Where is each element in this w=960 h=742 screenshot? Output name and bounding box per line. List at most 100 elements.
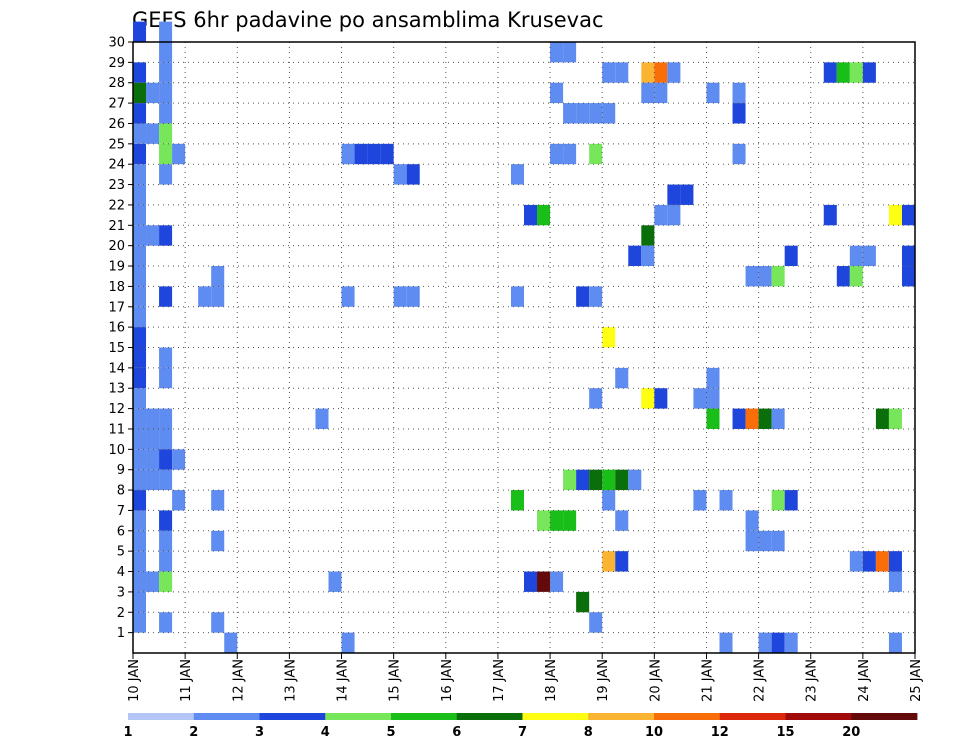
colorbar-label: 3	[255, 725, 264, 740]
colorbar-swatch	[851, 713, 918, 720]
x-tick-label: 12 JAN	[231, 659, 246, 702]
heatmap-cell	[758, 530, 772, 552]
x-axis: 10 JAN 11 JAN 12 JAN 13 JAN 14 JAN 15 JAN 16 J…	[127, 653, 924, 702]
heatmap-cell	[159, 612, 173, 633]
heatmap-cell	[693, 490, 707, 511]
heatmap-cell	[133, 469, 147, 491]
heatmap-cell	[133, 367, 147, 389]
heatmap-cell	[159, 123, 173, 144]
heatmap-cell	[159, 449, 173, 470]
y-tick-label: 7	[117, 504, 125, 519]
y-tick-label: 20	[108, 239, 125, 254]
heatmap-cell	[328, 571, 342, 592]
heatmap-cell	[654, 62, 668, 83]
heatmap-cell	[133, 612, 147, 633]
heatmap-cell	[133, 225, 147, 246]
heatmap-cell	[784, 632, 798, 653]
heatmap-cell	[836, 266, 850, 287]
heatmap-cell	[888, 571, 902, 592]
heatmap-cell	[901, 266, 915, 287]
y-tick-label: 25	[108, 137, 125, 152]
y-tick-label: 22	[108, 198, 125, 213]
colorbar-label: 8	[584, 725, 593, 740]
heatmap-cell	[836, 62, 850, 83]
heatmap-cell	[146, 123, 160, 144]
heatmap-cell	[784, 490, 798, 511]
heatmap-cell	[732, 103, 746, 124]
heatmap-cell	[667, 204, 681, 226]
heatmap-cell	[706, 82, 720, 104]
heatmap-cell	[888, 408, 902, 429]
heatmap-cell	[849, 266, 863, 287]
heatmap-cell	[133, 327, 147, 348]
heatmap-cell	[224, 632, 238, 653]
heatmap-cell	[133, 449, 147, 470]
y-tick-label: 11	[108, 422, 125, 437]
heatmap-cell	[133, 245, 147, 267]
heatmap-cell	[576, 286, 590, 307]
heatmap-cell	[901, 245, 915, 267]
y-tick-label: 16	[108, 321, 125, 336]
heatmap-cell	[354, 143, 368, 165]
heatmap-cell	[771, 490, 785, 511]
y-tick-label: 27	[108, 97, 125, 112]
colorbar-swatch	[128, 713, 195, 720]
heatmap-cell	[875, 551, 889, 572]
heatmap-cell	[563, 510, 577, 531]
x-tick-label: 17 JAN	[492, 659, 507, 702]
heatmap-cell	[537, 571, 551, 592]
heatmap-cell	[133, 103, 147, 124]
heatmap-cell	[159, 21, 173, 42]
heatmap-cell	[537, 510, 551, 531]
y-tick-label: 17	[108, 300, 125, 315]
y-tick-label: 2	[117, 606, 125, 621]
heatmap-cell	[159, 103, 173, 124]
heatmap-cell	[393, 164, 407, 185]
heatmap-cell	[159, 225, 173, 246]
colorbar-label: 7	[518, 725, 527, 740]
heatmap-cell	[133, 82, 147, 104]
heatmap-cell	[576, 591, 590, 613]
y-tick-label: 24	[108, 158, 125, 173]
heatmap-cell	[341, 286, 355, 307]
heatmap-cell	[563, 143, 577, 165]
y-tick-label: 21	[108, 219, 125, 234]
heatmap-cell	[641, 62, 655, 83]
heatmap-cell	[602, 490, 616, 511]
colorbar-label: 15	[776, 725, 794, 740]
y-tick-label: 18	[108, 280, 125, 295]
heatmap-cell	[133, 184, 147, 205]
x-tick-label: 19 JAN	[596, 659, 611, 702]
heatmap-cell	[159, 551, 173, 572]
heatmap-cell	[563, 42, 577, 63]
heatmap-cell	[133, 21, 147, 42]
heatmap-cell	[341, 143, 355, 165]
colorbar-swatch	[193, 713, 260, 720]
y-tick-label: 3	[117, 585, 125, 600]
y-tick-label: 1	[117, 626, 125, 641]
heatmap-cell	[589, 143, 603, 165]
heatmap-cell	[537, 204, 551, 226]
chart-title: GEFS 6hr padavine po ansamblima Krusevac	[132, 8, 604, 32]
heatmap-cell	[159, 469, 173, 491]
y-tick-label: 23	[108, 178, 125, 193]
heatmap-cell	[146, 571, 160, 592]
heatmap-cell	[823, 62, 837, 83]
heatmap-cell	[146, 225, 160, 246]
heatmap-cell	[211, 266, 225, 287]
heatmap-cell	[211, 490, 225, 511]
heatmap-cell	[406, 286, 420, 307]
heatmap-cell	[862, 62, 876, 83]
y-tick-label: 6	[117, 524, 125, 539]
heatmap-cells	[133, 21, 915, 653]
heatmap-cell	[706, 408, 720, 429]
heatmap-cell	[406, 164, 420, 185]
colorbar-swatch	[719, 713, 786, 720]
x-tick-label: 13 JAN	[283, 659, 298, 702]
heatmap-cell	[784, 245, 798, 267]
heatmap-cell	[758, 408, 772, 429]
heatmap-cell	[133, 490, 147, 511]
heatmap-cell	[771, 632, 785, 653]
heatmap-cell	[172, 143, 186, 165]
heatmap-cell	[823, 204, 837, 226]
